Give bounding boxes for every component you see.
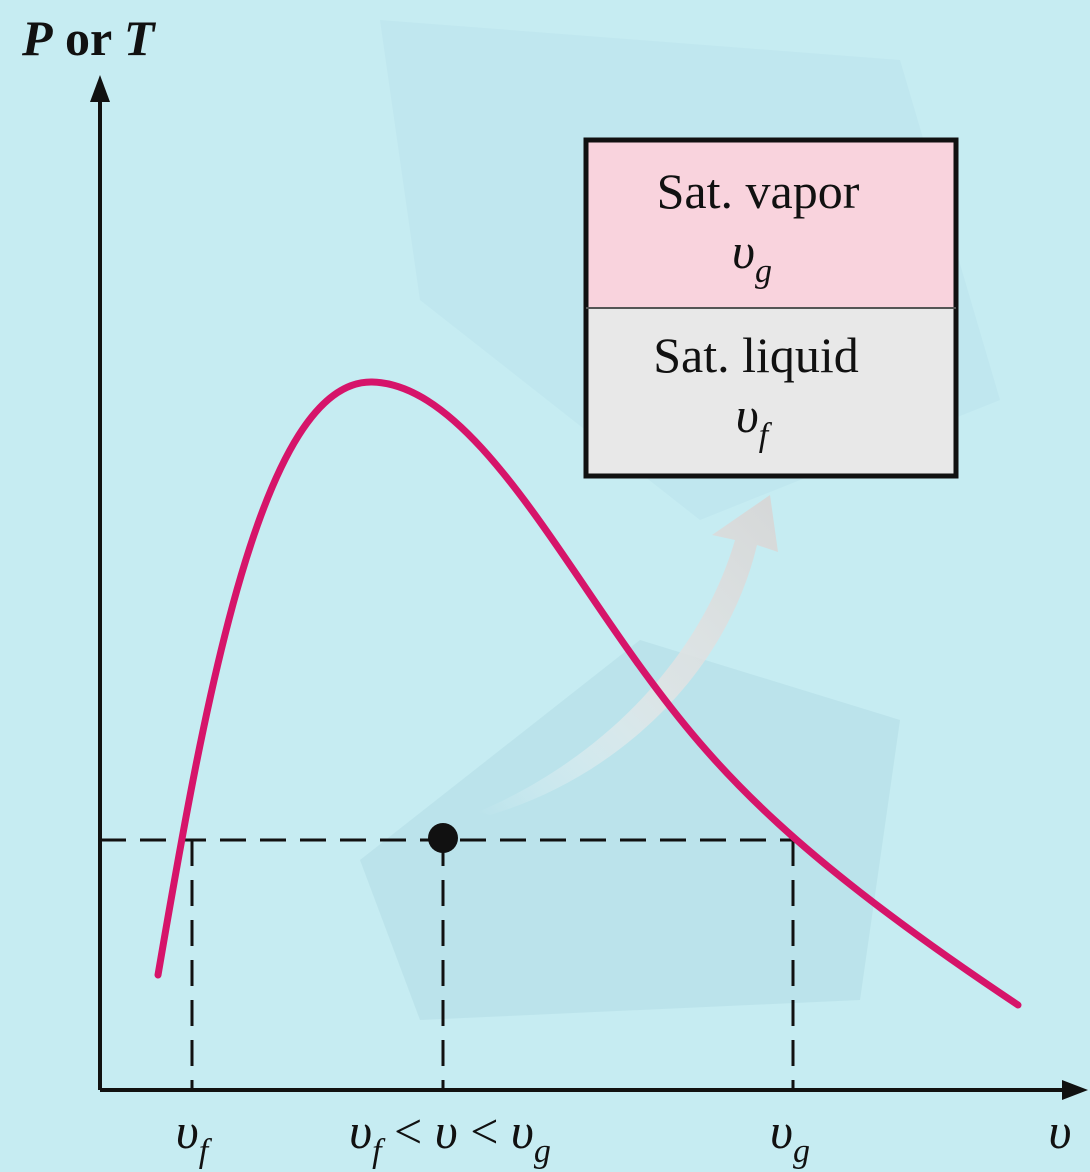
- label-part: υ: [435, 1103, 458, 1159]
- saturation-curve: [154, 378, 1022, 1009]
- label-part: <: [382, 1103, 435, 1159]
- y-axis-arrow: [90, 75, 110, 102]
- state-point: [428, 823, 458, 853]
- dashed-guides: [100, 838, 795, 1090]
- liquid-title: Sat. liquid: [653, 327, 859, 383]
- label-part: P: [21, 10, 53, 66]
- liquid-region: [586, 308, 956, 476]
- label-part: υ: [176, 1103, 199, 1159]
- subscript: g: [793, 1133, 810, 1170]
- vapor-symbol: υg: [732, 223, 772, 290]
- label-part: <: [458, 1103, 511, 1159]
- label-part: υ: [1049, 1103, 1072, 1159]
- vapor-title: Sat. vapor: [657, 163, 860, 219]
- label-part: υ: [732, 223, 755, 279]
- label-part: T: [124, 10, 157, 66]
- label-part: υ: [736, 387, 759, 443]
- arrow: [478, 495, 778, 815]
- vapor-region: [586, 140, 956, 308]
- x-tick-label: υf < υ < υg: [349, 1103, 551, 1170]
- subscript: g: [534, 1133, 551, 1170]
- x-axis-arrow: [1062, 1080, 1088, 1100]
- label-part: or: [53, 10, 124, 66]
- x-axis-label: υ: [1049, 1103, 1072, 1159]
- label-part: υ: [349, 1103, 372, 1159]
- x-tick-label: υg: [770, 1103, 810, 1170]
- subscript: g: [755, 253, 772, 290]
- label-part: υ: [511, 1103, 534, 1159]
- label-part: υ: [770, 1103, 793, 1159]
- y-axis-label: P or T: [21, 10, 157, 66]
- background-shape: [360, 640, 900, 1020]
